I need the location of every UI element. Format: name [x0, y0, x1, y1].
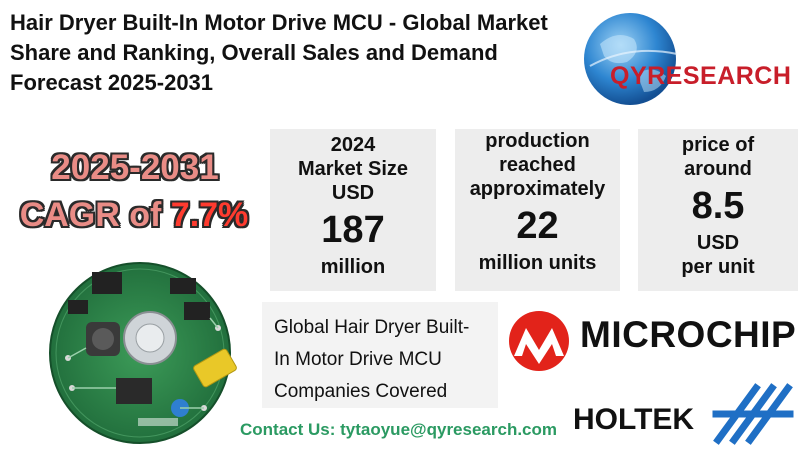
pcb-board-image: [28, 258, 250, 448]
microchip-logo-icon: [506, 310, 572, 372]
stat-line: reached: [499, 154, 576, 176]
stat-line: approximately: [469, 178, 606, 200]
cagr-line: CAGR of 7.7%: [4, 196, 264, 235]
stat-value: 8.5: [691, 185, 745, 227]
cagr-label: CAGR of: [19, 196, 171, 234]
stat-line: Market Size: [297, 158, 409, 180]
companies-line: In Motor Drive MCU: [274, 349, 442, 370]
qyresearch-logo: QYRESEARCH: [582, 4, 797, 114]
stat-production: production reached approximately 22 mill…: [455, 129, 620, 291]
stat-line: production: [485, 130, 590, 152]
stat-unit: million: [320, 256, 386, 278]
holtek-logo-icon: [708, 378, 796, 446]
companies-covered-text: Global Hair Dryer Built- In Motor Drive …: [274, 312, 494, 408]
companies-covered-box: Global Hair Dryer Built- In Motor Drive …: [262, 302, 498, 408]
companies-line: Companies Covered: [274, 381, 448, 402]
stat-line: 2024: [330, 134, 376, 156]
stat-line: USD: [331, 182, 375, 204]
logo-wordmark: QYRESEARCH: [610, 62, 792, 90]
cagr-years: 2025-2031: [51, 148, 219, 187]
contact-email[interactable]: Contact Us: tytaoyue@qyresearch.com: [240, 420, 558, 439]
stat-unit: million units: [478, 252, 597, 274]
cagr-value: 7.7%: [170, 196, 249, 234]
stat-unit: per unit: [681, 256, 755, 278]
stat-line: around: [684, 158, 752, 180]
stat-price: price of around 8.5 USD per unit: [638, 129, 798, 291]
stat-value: 22: [516, 205, 559, 247]
stat-unit: USD: [696, 232, 740, 254]
stat-value: 187: [321, 209, 385, 251]
stat-market-size: 2024 Market Size USD 187 million: [270, 129, 436, 291]
stat-line: price of: [681, 134, 755, 156]
company-holtek: HOLTEK: [573, 403, 695, 436]
report-title: Hair Dryer Built-In Motor Drive MCU - Gl…: [10, 10, 548, 95]
company-microchip: MICROCHIP: [580, 314, 797, 355]
companies-line: Global Hair Dryer Built-: [274, 317, 470, 338]
globe-icon: [584, 13, 678, 105]
